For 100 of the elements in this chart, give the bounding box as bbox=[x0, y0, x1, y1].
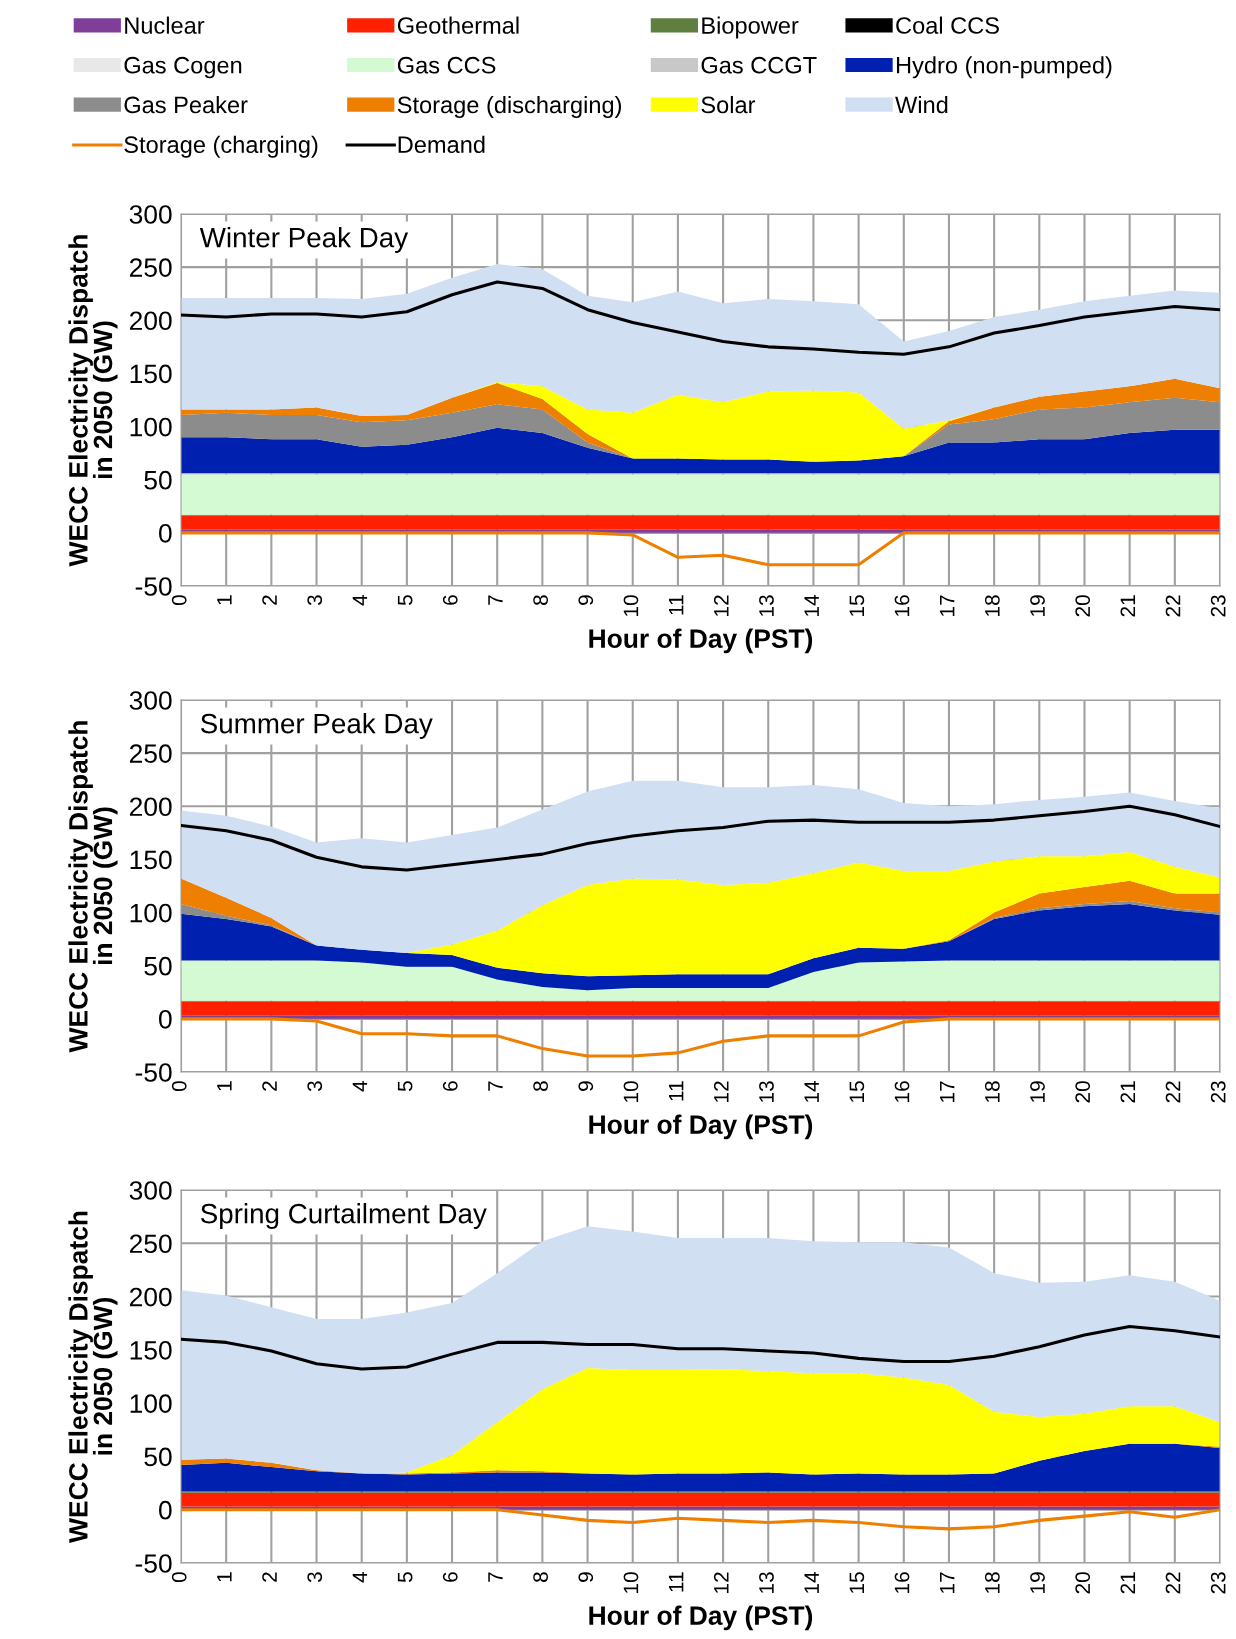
x-tick-label: 16 bbox=[894, 1081, 910, 1102]
x-tick-label: 6 bbox=[442, 1081, 458, 1091]
y-axis-title: WECC Electricity Dispatch in 2050 (GW) bbox=[68, 235, 118, 567]
y-axis-title: WECC Electricity Dispatch in 2050 (GW) bbox=[68, 721, 118, 1053]
y-tick-label: 300 bbox=[129, 1181, 172, 1200]
y-tick-label: 200 bbox=[129, 1287, 172, 1307]
x-tick-label: 10 bbox=[623, 595, 639, 616]
legend-label: Hydro (non-pumped) bbox=[896, 56, 1112, 79]
x-tick-label: 21 bbox=[1120, 1081, 1136, 1103]
x-tick-label: 8 bbox=[533, 595, 548, 606]
x-axis-title: Hour of Day (PST) bbox=[589, 628, 813, 654]
x-tick-label: 23 bbox=[1210, 1572, 1226, 1594]
x-tick-label: 21 bbox=[1120, 1572, 1136, 1594]
x-tick-label: 6 bbox=[442, 1572, 458, 1582]
x-tick-label: 22 bbox=[1165, 1572, 1181, 1594]
legend-label: Gas CCS bbox=[397, 56, 496, 74]
x-tick-label: 18 bbox=[984, 595, 1000, 616]
x-tick-label: 0 bbox=[171, 595, 187, 606]
x-tick-label: 14 bbox=[804, 594, 819, 616]
x-tick-label: 15 bbox=[849, 1572, 865, 1593]
x-tick-label: 17 bbox=[940, 595, 955, 616]
x-tick-label: 19 bbox=[1030, 595, 1045, 616]
legend-label: Geothermal bbox=[397, 16, 519, 34]
x-tick-label: 20 bbox=[1075, 1572, 1091, 1594]
y-tick-label: 300 bbox=[129, 205, 172, 224]
x-tick-label: 20 bbox=[1075, 595, 1091, 617]
x-tick-label: 4 bbox=[352, 1571, 368, 1583]
x-tick-label: 1 bbox=[217, 1572, 232, 1582]
x-tick-label: 11 bbox=[668, 1081, 684, 1101]
x-tick-label: 16 bbox=[894, 1572, 910, 1593]
y-tick-label: 0 bbox=[159, 523, 172, 543]
x-tick-label: 2 bbox=[262, 1081, 277, 1091]
legend-label: Wind bbox=[895, 95, 948, 114]
y-tick-label: 150 bbox=[130, 850, 172, 870]
x-tick-label: 4 bbox=[352, 594, 368, 606]
x-tick-label: 12 bbox=[713, 595, 729, 616]
y-tick-label: 250 bbox=[129, 258, 172, 277]
x-tick-label: 7 bbox=[488, 1572, 503, 1582]
x-tick-label: 22 bbox=[1165, 1081, 1181, 1103]
x-tick-label: 19 bbox=[1030, 1572, 1045, 1593]
legend-label: Demand bbox=[398, 135, 485, 154]
legend-label: Gas Peaker bbox=[124, 95, 248, 114]
x-tick-label: 20 bbox=[1075, 1081, 1091, 1103]
y-tick-label: 150 bbox=[130, 364, 172, 384]
x-tick-label: 5 bbox=[397, 595, 413, 606]
chart-title: Spring Curtailment Day bbox=[200, 1203, 487, 1229]
x-tick-label: 23 bbox=[1210, 595, 1226, 617]
y-tick-label: 50 bbox=[144, 470, 172, 490]
legend-label: Storage (charging) bbox=[124, 135, 318, 158]
legend-label: Storage (discharging) bbox=[397, 95, 621, 118]
legend-label: Gas Cogen bbox=[124, 56, 242, 79]
chart-title: Winter Peak Day bbox=[199, 227, 409, 253]
x-tick-label: 18 bbox=[984, 1081, 1000, 1102]
x-tick-label: 22 bbox=[1165, 595, 1181, 617]
legend-label: Biopower bbox=[702, 16, 799, 39]
x-tick-label: 1 bbox=[217, 595, 232, 605]
x-tick-label: 2 bbox=[262, 1572, 277, 1582]
x-tick-label: 19 bbox=[1030, 1081, 1045, 1102]
y-tick-label: 0 bbox=[159, 1500, 172, 1520]
x-axis-title: Hour of Day (PST) bbox=[589, 1114, 813, 1140]
x-tick-label: 15 bbox=[849, 1081, 865, 1102]
y-tick-label: 100 bbox=[130, 417, 172, 437]
x-tick-label: 7 bbox=[488, 1081, 503, 1091]
x-tick-label: 3 bbox=[307, 595, 323, 606]
x-tick-label: 14 bbox=[804, 1080, 819, 1102]
legend-label: Gas CCGT bbox=[701, 56, 817, 74]
x-tick-label: 10 bbox=[623, 1081, 639, 1102]
legend-label: Solar bbox=[701, 95, 756, 114]
y-tick-label: 100 bbox=[130, 1394, 172, 1413]
y-tick-label: 0 bbox=[159, 1009, 172, 1029]
y-tick-label: 300 bbox=[129, 691, 172, 710]
y-tick-label: 250 bbox=[129, 744, 172, 763]
y-tick-label: -50 bbox=[135, 1063, 172, 1082]
x-tick-label: 23 bbox=[1210, 1081, 1226, 1103]
x-tick-label: 12 bbox=[713, 1572, 729, 1593]
x-tick-label: 3 bbox=[307, 1081, 323, 1092]
x-tick-label: 5 bbox=[397, 1572, 413, 1583]
x-tick-label: 17 bbox=[940, 1572, 955, 1593]
x-tick-label: 2 bbox=[262, 595, 277, 605]
y-tick-label: 100 bbox=[130, 903, 172, 923]
x-tick-label: 1 bbox=[217, 1081, 232, 1091]
y-tick-label: 200 bbox=[129, 311, 172, 331]
x-tick-label: 8 bbox=[533, 1081, 548, 1092]
x-tick-label: 5 bbox=[397, 1081, 413, 1092]
x-tick-label: 18 bbox=[984, 1572, 1000, 1593]
y-tick-label: -50 bbox=[135, 577, 172, 596]
y-tick-label: 250 bbox=[129, 1234, 172, 1254]
x-tick-label: 0 bbox=[171, 1572, 187, 1583]
x-tick-label: 13 bbox=[759, 1081, 774, 1102]
x-tick-label: 7 bbox=[488, 595, 503, 605]
x-tick-label: 14 bbox=[804, 1571, 819, 1593]
x-tick-label: 3 bbox=[307, 1572, 323, 1583]
y-tick-label: 150 bbox=[130, 1340, 172, 1360]
legend-label: Coal CCS bbox=[896, 16, 999, 34]
x-tick-label: 11 bbox=[668, 1572, 684, 1592]
x-tick-label: 13 bbox=[759, 595, 774, 616]
x-tick-label: 21 bbox=[1120, 595, 1136, 617]
x-tick-label: 13 bbox=[759, 1572, 774, 1593]
x-tick-label: 15 bbox=[849, 595, 865, 616]
y-tick-label: 50 bbox=[144, 956, 172, 976]
